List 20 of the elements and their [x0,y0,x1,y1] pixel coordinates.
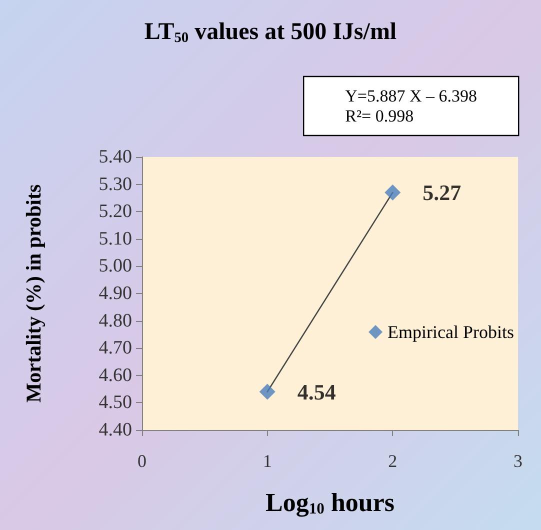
y-tick-label: 5.30 [98,174,132,195]
legend-label: Empirical Probits [388,322,514,342]
x-tick-label: 2 [388,451,398,471]
y-tick-label: 5.40 [98,146,132,168]
y-tick-label: 5.00 [98,256,132,277]
text: Y=5.887 X – 6.398 R²= 0.998 [345,86,478,126]
y-tick-label: 5.20 [98,201,132,222]
y-tick-label: 4.40 [98,420,132,440]
y-tick-label: 4.50 [98,392,132,414]
data-label: 4.54 [297,379,336,404]
y-axis-title: Mortality (%) in probits [22,184,46,403]
y-tick-label: 5.10 [98,228,132,250]
y-tick-label: 4.80 [98,310,132,332]
data-label: 5.27 [422,180,462,205]
y-tick-label: 4.90 [98,283,132,304]
x-tick-label: 1 [262,451,272,471]
x-tick-label: 3 [514,451,522,471]
x-tick-label: 0 [138,451,146,471]
y-tick-label: 4.70 [98,338,132,359]
y-tick-label: 4.60 [98,364,132,386]
